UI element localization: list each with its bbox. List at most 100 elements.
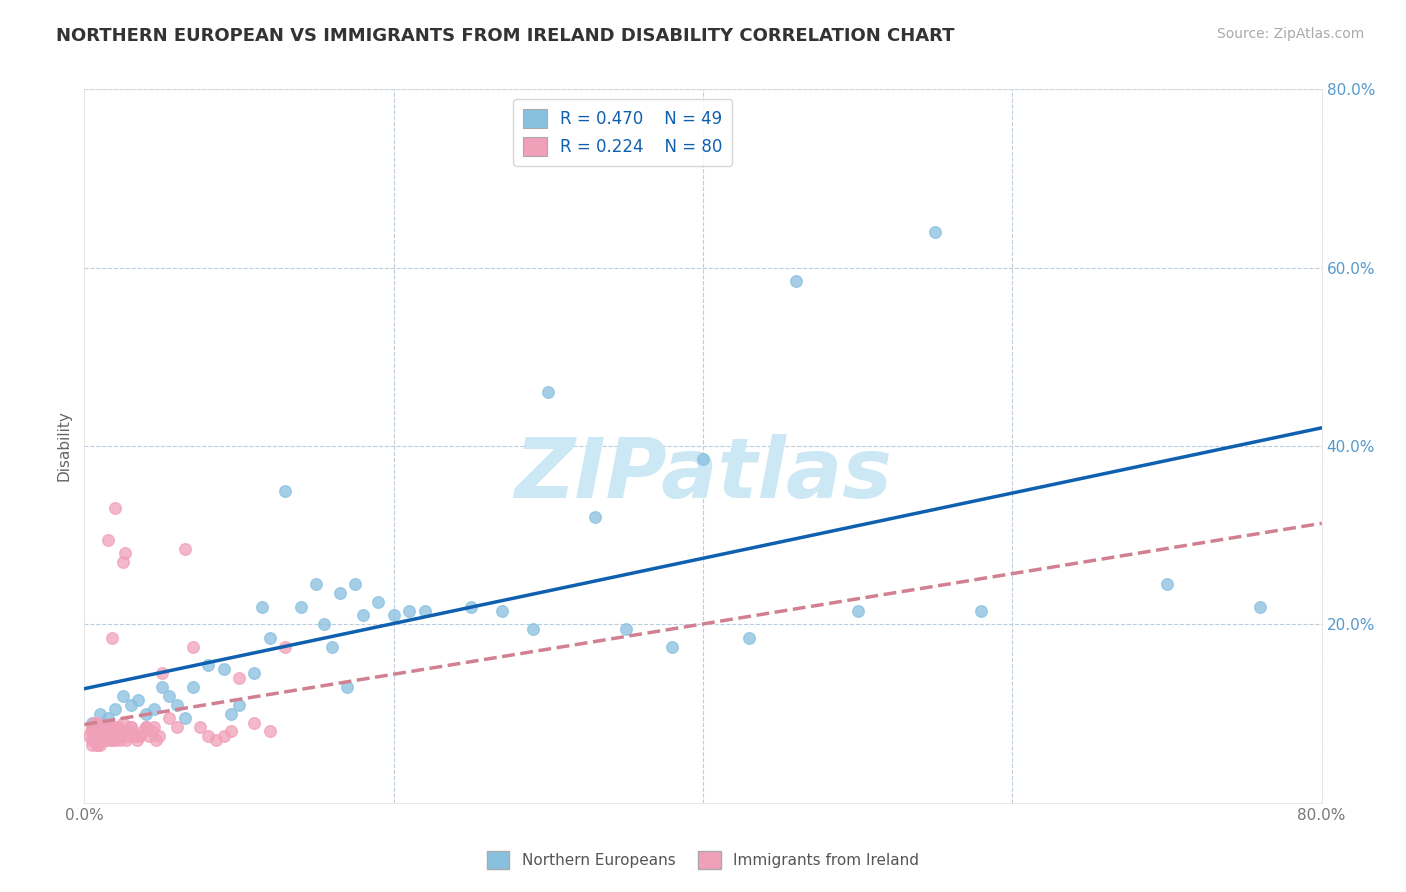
Point: [924, 225, 946, 239]
Point: [94, 733, 117, 747]
Point: [159, 711, 181, 725]
Point: [197, 729, 219, 743]
Point: [83, 729, 105, 743]
Point: [89, 706, 111, 721]
Point: [120, 720, 142, 734]
Point: [112, 689, 135, 703]
Legend: Northern Europeans, Immigrants from Ireland: Northern Europeans, Immigrants from Irel…: [481, 845, 925, 875]
Point: [89, 724, 111, 739]
Point: [132, 724, 155, 739]
Point: [108, 733, 131, 747]
Point: [112, 555, 135, 569]
Point: [274, 483, 297, 498]
Point: [174, 711, 197, 725]
Point: [243, 715, 266, 730]
Point: [166, 698, 188, 712]
Point: [104, 501, 127, 516]
Point: [336, 680, 359, 694]
Point: [114, 546, 136, 560]
Point: [97, 724, 120, 739]
Point: [785, 274, 807, 288]
Point: [105, 729, 128, 743]
Point: [228, 698, 250, 712]
Point: [846, 604, 869, 618]
Point: [122, 729, 145, 743]
Point: [90, 729, 112, 743]
Point: [738, 631, 761, 645]
Point: [491, 604, 513, 618]
Point: [110, 729, 132, 743]
Point: [614, 622, 637, 636]
Point: [100, 720, 122, 734]
Point: [94, 729, 117, 743]
Point: [221, 706, 243, 721]
Point: [143, 720, 166, 734]
Point: [352, 608, 374, 623]
Point: [970, 604, 993, 618]
Point: [212, 729, 235, 743]
Point: [344, 577, 367, 591]
Point: [84, 733, 107, 747]
Point: [145, 733, 167, 747]
Point: [115, 733, 138, 747]
Point: [181, 680, 204, 694]
Text: NORTHERN EUROPEAN VS IMMIGRANTS FROM IRELAND DISABILITY CORRELATION CHART: NORTHERN EUROPEAN VS IMMIGRANTS FROM IRE…: [56, 27, 955, 45]
Point: [77, 729, 100, 743]
Point: [413, 604, 436, 618]
Point: [93, 724, 115, 739]
Point: [97, 533, 120, 547]
Point: [118, 724, 141, 739]
Point: [228, 671, 250, 685]
Point: [129, 729, 152, 743]
Point: [205, 733, 228, 747]
Point: [259, 724, 281, 739]
Point: [100, 724, 122, 739]
Point: [197, 657, 219, 672]
Point: [104, 720, 127, 734]
Point: [120, 720, 142, 734]
Point: [91, 733, 114, 747]
Point: [135, 706, 157, 721]
Point: [274, 640, 297, 654]
Point: [90, 720, 112, 734]
Point: [259, 631, 281, 645]
Point: [97, 720, 120, 734]
Point: [188, 720, 212, 734]
Point: [101, 733, 124, 747]
Point: [82, 715, 104, 730]
Point: [661, 640, 683, 654]
Point: [1156, 577, 1178, 591]
Point: [89, 733, 111, 747]
Point: [252, 599, 274, 614]
Point: [128, 693, 150, 707]
Legend: R = 0.470    N = 49, R = 0.224    N = 80: R = 0.470 N = 49, R = 0.224 N = 80: [513, 99, 733, 166]
Point: [290, 599, 312, 614]
Point: [305, 577, 328, 591]
Point: [97, 711, 120, 725]
Point: [112, 724, 135, 739]
Point: [103, 724, 125, 739]
Point: [367, 595, 389, 609]
Point: [138, 729, 160, 743]
Point: [84, 724, 107, 739]
Text: Source: ZipAtlas.com: Source: ZipAtlas.com: [1216, 27, 1364, 41]
Point: [166, 720, 188, 734]
Point: [120, 698, 142, 712]
Text: ZIPatlas: ZIPatlas: [515, 434, 891, 515]
Point: [141, 724, 163, 739]
Point: [125, 733, 148, 747]
Point: [89, 738, 111, 752]
Point: [537, 385, 560, 400]
Point: [86, 720, 108, 734]
Point: [82, 720, 104, 734]
Point: [104, 733, 127, 747]
Point: [692, 452, 714, 467]
Point: [117, 729, 139, 743]
Point: [150, 666, 173, 681]
Point: [86, 738, 108, 752]
Point: [91, 729, 114, 743]
Point: [212, 662, 235, 676]
Point: [1249, 599, 1271, 614]
Point: [87, 729, 110, 743]
Point: [98, 733, 121, 747]
